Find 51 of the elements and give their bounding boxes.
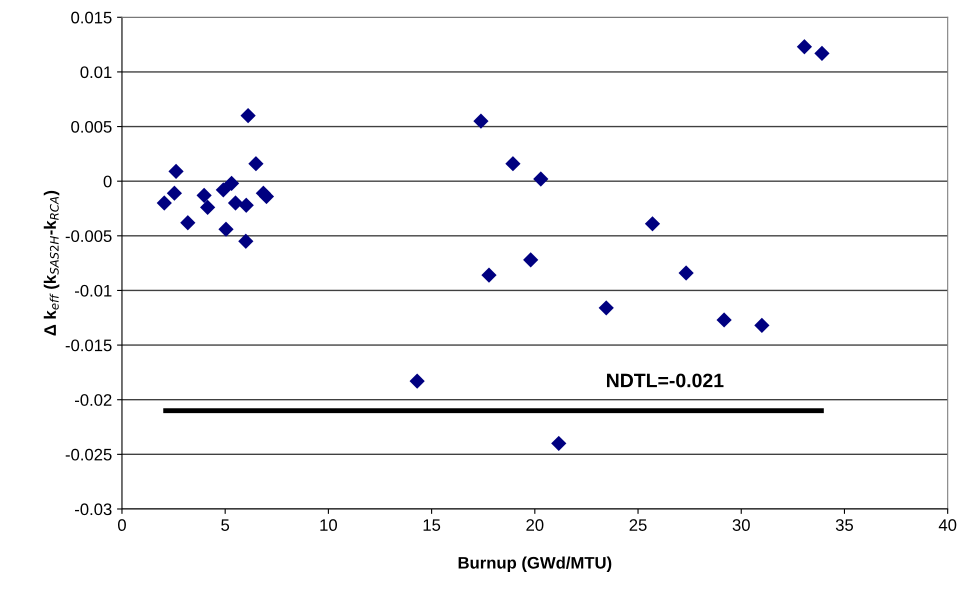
point [716, 312, 732, 328]
point [473, 113, 489, 129]
x-tick-label: 30 [732, 519, 750, 531]
point [168, 164, 184, 179]
point [644, 216, 660, 232]
point [481, 268, 497, 283]
y-tick-label: -0.025 [66, 448, 112, 461]
y-tick-label: -0.03 [75, 503, 112, 516]
point [678, 265, 694, 281]
y-tick-label: 0.005 [71, 120, 112, 133]
point [216, 182, 231, 198]
y-tick-label: 0.01 [80, 66, 112, 78]
y-tick-label: 0.015 [71, 12, 112, 24]
point [523, 252, 538, 268]
x-tick-label: 40 [938, 519, 956, 531]
point [238, 198, 254, 213]
y-tick-label: 0 [104, 176, 112, 188]
point [754, 318, 770, 334]
annotation: NDTL=-0.021 [607, 374, 724, 388]
point [156, 195, 172, 211]
point [248, 156, 264, 172]
point [218, 222, 234, 237]
point [224, 176, 240, 191]
point [166, 186, 182, 201]
point [258, 188, 274, 204]
point [196, 188, 212, 203]
point [814, 46, 830, 61]
point [240, 108, 256, 124]
x-tick-label: 20 [526, 519, 544, 531]
x-tick-label: 10 [320, 519, 338, 531]
point [505, 156, 521, 172]
x-tick-label: 0 [118, 519, 126, 531]
y-axis-title: Δ k$_{eff}$ (k$_{SAS2H}$-k$_{RCA}$) [44, 190, 60, 336]
point [796, 39, 812, 54]
x-axis-title: Burnup (GWd/MTU) [458, 556, 612, 572]
point [228, 195, 244, 211]
point [598, 300, 614, 316]
point [410, 374, 425, 389]
y-tick-label: -0.02 [75, 394, 112, 406]
y-tick-label: -0.005 [66, 230, 112, 242]
x-tick-label: 35 [836, 519, 854, 531]
point [533, 171, 548, 187]
x-tick-label: 25 [630, 519, 647, 531]
point [551, 436, 566, 452]
y-tick-label: -0.01 [75, 284, 112, 297]
x-tick-label: 5 [221, 519, 230, 531]
y-tick-label: -0.015 [66, 339, 112, 352]
point [238, 234, 254, 249]
point [200, 200, 216, 216]
x-tick-label: 15 [424, 519, 440, 531]
point [180, 215, 196, 230]
